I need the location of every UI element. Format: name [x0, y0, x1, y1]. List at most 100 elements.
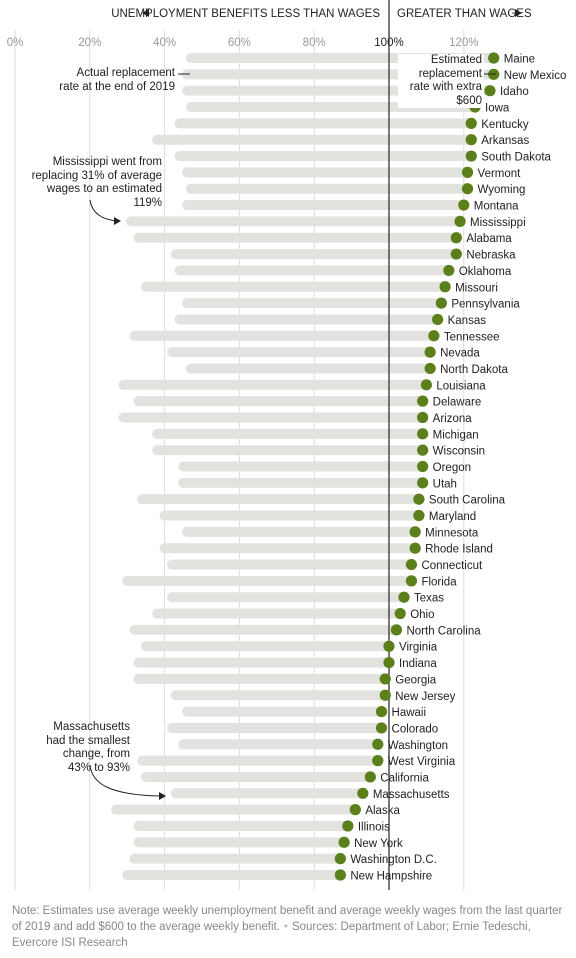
- range-bars: [110, 53, 499, 880]
- estimated-dot: [372, 738, 384, 750]
- estimated-dot: [379, 673, 391, 685]
- estimated-dot: [428, 330, 440, 342]
- estimated-dot: [458, 199, 470, 211]
- state-label: Indiana: [399, 658, 437, 670]
- state-label: Wyoming: [478, 184, 526, 196]
- state-label: Illinois: [358, 821, 390, 833]
- state-label: New Jersey: [395, 691, 455, 703]
- state-label: Utah: [433, 478, 457, 490]
- estimated-dot: [372, 755, 384, 767]
- state-label: Alabama: [466, 233, 512, 245]
- estimated-dot: [454, 215, 466, 227]
- state-label: Pennsylvania: [451, 299, 520, 311]
- state-label: Montana: [474, 201, 519, 213]
- state-label: Minnesota: [425, 527, 479, 539]
- x-tick-label: 80%: [303, 37, 326, 49]
- header-right-label: GREATER THAN WAGES: [397, 8, 532, 20]
- estimated-dot: [413, 493, 425, 505]
- state-label: Tennessee: [444, 331, 500, 343]
- separator-dot-icon: •: [283, 921, 288, 933]
- estimated-dot: [375, 722, 388, 734]
- chart-note: Note: Estimates use average weekly unemp…: [12, 903, 568, 951]
- estimated-dot: [375, 706, 388, 718]
- right-arrow-icon: [515, 9, 522, 17]
- estimated-dot: [484, 85, 496, 97]
- state-label: Georgia: [395, 674, 437, 686]
- x-tick-label: 100%: [374, 37, 403, 49]
- estimated-dot: [417, 444, 429, 456]
- estimated-dot: [424, 362, 436, 375]
- state-label: Maine: [504, 54, 535, 66]
- mississippi-arrow-head: [114, 217, 121, 225]
- state-label: Massachusetts: [373, 789, 450, 801]
- state-label: Kansas: [448, 315, 487, 327]
- annotation-leaders: [89, 73, 496, 800]
- estimated-dot: [488, 52, 500, 64]
- state-label: West Virginia: [388, 756, 456, 768]
- note-text: Note: Estimates use average weekly unemp…: [12, 905, 563, 933]
- state-label: Alaska: [365, 805, 400, 817]
- estimated-dot: [461, 166, 474, 178]
- state-label: Idaho: [500, 86, 529, 98]
- x-tick-label: 0%: [7, 37, 24, 49]
- state-label: Ohio: [410, 609, 434, 621]
- state-label: Nevada: [440, 348, 480, 360]
- massachusetts-annotation: Massachusetts had the smallest change, f…: [46, 721, 130, 774]
- state-label: Michigan: [433, 429, 479, 441]
- header-left-label: UNEMPLOYMENT BENEFITS LESS THAN WAGES: [111, 8, 380, 20]
- x-tick-label: 20%: [78, 37, 101, 49]
- note-sources: Sources: Department of Labor; Ernie Tede…: [12, 921, 531, 949]
- state-label: North Dakota: [440, 364, 508, 376]
- estimated-dot: [417, 411, 429, 424]
- actual-rate-annotation: Actual replacement rate at the end of 20…: [59, 67, 175, 93]
- estimated-dot: [417, 428, 429, 440]
- state-label: Mississippi: [470, 217, 526, 229]
- state-label: Hawaii: [392, 707, 427, 719]
- estimated-dot: [432, 313, 444, 326]
- replacement-rate-chart: Maine New Mexico Idaho Iowa Kentucky Arkansas…: [7, 0, 567, 890]
- estimated-rate-annotation: Estimated replacement rate with extra $6…: [398, 54, 484, 108]
- estimated-dot: [465, 150, 477, 162]
- state-label: Nebraska: [466, 250, 516, 262]
- estimated-dot: [338, 836, 350, 848]
- state-label: Kentucky: [481, 119, 529, 131]
- estimated-dot: [417, 460, 429, 473]
- state-label: Oregon: [433, 462, 471, 474]
- estimated-dot: [409, 526, 421, 538]
- state-label: New Mexico: [504, 70, 567, 82]
- massachusetts-arrow: [89, 764, 162, 797]
- state-label: Arizona: [433, 413, 473, 425]
- x-tick-label: 120%: [449, 37, 478, 49]
- state-label: Texas: [414, 593, 444, 605]
- estimated-dot: [379, 689, 391, 701]
- massachusetts-arrow-head: [159, 792, 166, 800]
- estimated-dot: [405, 575, 418, 587]
- mississippi-annotation: Mississippi went from replacing 31% of a…: [31, 156, 162, 209]
- estimated-dot: [405, 558, 418, 571]
- chart-header: UNEMPLOYMENT BENEFITS LESS THAN WAGES GR…: [111, 8, 532, 20]
- state-label: Missouri: [455, 282, 498, 294]
- state-label: California: [380, 772, 429, 784]
- estimated-dot: [417, 395, 429, 407]
- estimated-dot: [465, 117, 477, 129]
- state-label: Washington D.C.: [350, 854, 437, 866]
- state-label: Colorado: [392, 723, 439, 735]
- state-label: South Carolina: [429, 495, 506, 507]
- state-label: Washington: [388, 740, 448, 752]
- state-label: Maryland: [429, 511, 476, 523]
- state-label: South Dakota: [481, 152, 551, 164]
- state-label: Florida: [421, 576, 457, 588]
- estimated-dot: [398, 591, 410, 603]
- state-label: Oklahoma: [459, 266, 512, 278]
- state-label: Arkansas: [481, 135, 529, 147]
- estimated-dot: [420, 379, 432, 391]
- state-label: Wisconsin: [433, 446, 485, 458]
- x-tick-label: 60%: [228, 37, 251, 49]
- estimated-dot: [334, 853, 346, 865]
- estimated-dot: [413, 509, 425, 522]
- state-label: Louisiana: [436, 380, 486, 392]
- state-label: Delaware: [433, 397, 482, 409]
- state-label: Virginia: [399, 642, 438, 654]
- state-label: Rhode Island: [425, 544, 493, 556]
- state-label: Vermont: [478, 168, 522, 180]
